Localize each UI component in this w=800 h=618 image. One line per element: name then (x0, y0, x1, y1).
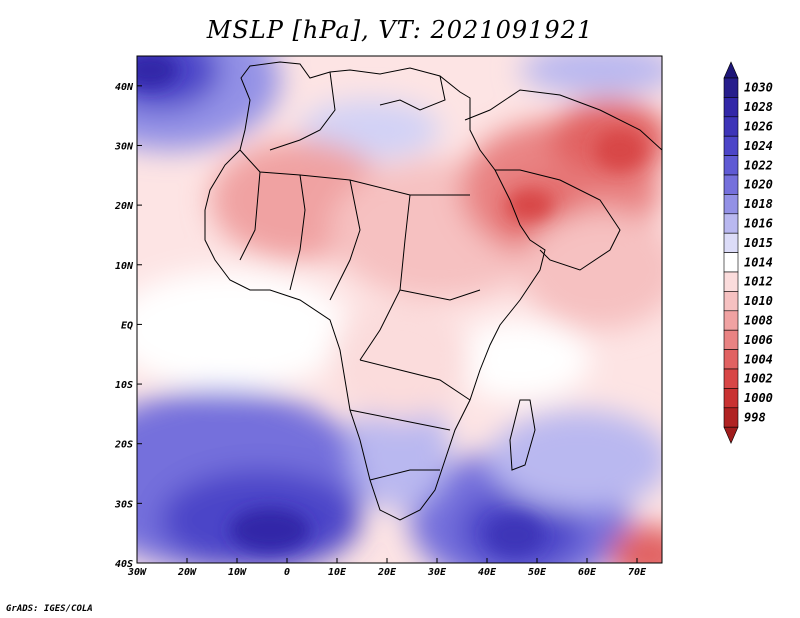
x-tick-label: 10W (228, 567, 247, 578)
colorbar-swatch (723, 368, 739, 389)
colorbar-swatch (723, 97, 739, 118)
colorbar-label: 1016 (744, 217, 773, 231)
coastlines (204, 61, 662, 521)
x-tick-label: 10E (328, 567, 347, 578)
y-tick-label: 40S (115, 559, 133, 570)
credit-label: GrADS: IGES/COLA (6, 604, 93, 614)
colorbar-label: 1026 (744, 120, 773, 134)
colorbar-label: 1008 (744, 314, 773, 328)
colorbar-label: 1024 (744, 139, 773, 153)
y-tick-label: 20N (114, 201, 134, 212)
y-tick-label: 10S (115, 380, 133, 391)
colorbar-label: 1000 (744, 391, 773, 405)
y-tick-label: 10N (115, 261, 134, 272)
y-tick-label: EQ (121, 320, 133, 331)
y-tick-label: 40N (115, 82, 134, 93)
colorbar-swatch (723, 349, 739, 370)
colorbar-label: 1012 (744, 275, 773, 289)
x-tick-label: 50E (528, 567, 547, 578)
y-tick-label: 30S (114, 499, 133, 510)
colorbar-label: 1020 (744, 178, 773, 192)
y-axis: 40N 30N 20N 10N EQ 10S 20S 30S 40S (114, 82, 142, 570)
x-tick-label: 60E (578, 567, 597, 578)
colorbar-bottom-cap (723, 426, 739, 444)
colorbar-label: 1010 (744, 294, 773, 308)
colorbar-label: 1014 (744, 255, 773, 269)
pressure-field (137, 56, 662, 563)
colorbar-top-cap (723, 61, 739, 79)
map-frame (136, 55, 663, 564)
x-tick-label: 0 (284, 567, 290, 578)
colorbar-label: 1022 (744, 158, 773, 172)
x-tick-label: 30W (127, 567, 147, 578)
colorbar-swatch (723, 232, 739, 253)
colorbar-swatch (723, 135, 739, 156)
colorbar-swatch (723, 329, 739, 350)
colorbar-swatch (723, 155, 739, 176)
colorbar-swatch (723, 271, 739, 292)
colorbar-label: 1015 (744, 236, 773, 250)
colorbar-label: 1030 (744, 81, 773, 95)
colorbar-swatch (723, 174, 739, 195)
colorbar-label: 998 (744, 411, 766, 425)
colorbar-label: 1018 (744, 197, 773, 211)
colorbar-swatch (723, 116, 739, 137)
colorbar-label: 1004 (744, 352, 773, 366)
colorbar-swatch (723, 194, 739, 215)
y-tick-label: 20S (114, 440, 133, 451)
x-tick-label: 70E (628, 567, 647, 578)
colorbar-label: 1002 (744, 372, 773, 386)
x-tick-label: 20E (377, 567, 397, 578)
x-tick-label: 40E (478, 567, 497, 578)
colorbar-swatch (723, 388, 739, 409)
x-axis: 30W 20W 10W 0 10E 20E 30E 40E 50E 60E 70E (127, 558, 647, 578)
colorbar-label: 1028 (744, 100, 773, 114)
x-tick-label: 20W (177, 567, 197, 578)
chart-title: MSLP [hPa], VT: 2021091921 (206, 16, 594, 44)
colorbar: 1030 1028 1026 1024 1022 1020 1018 1016 1015 1014… (723, 61, 773, 444)
colorbar-swatch (723, 407, 739, 428)
colorbar-label: 1006 (744, 333, 773, 347)
y-tick-label: 30N (114, 141, 134, 152)
colorbar-swatch (723, 291, 739, 312)
colorbar-swatch (723, 310, 739, 331)
colorbar-swatch (723, 77, 739, 98)
colorbar-swatch (723, 213, 739, 234)
colorbar-swatch (723, 252, 739, 273)
x-tick-label: 30E (427, 567, 447, 578)
